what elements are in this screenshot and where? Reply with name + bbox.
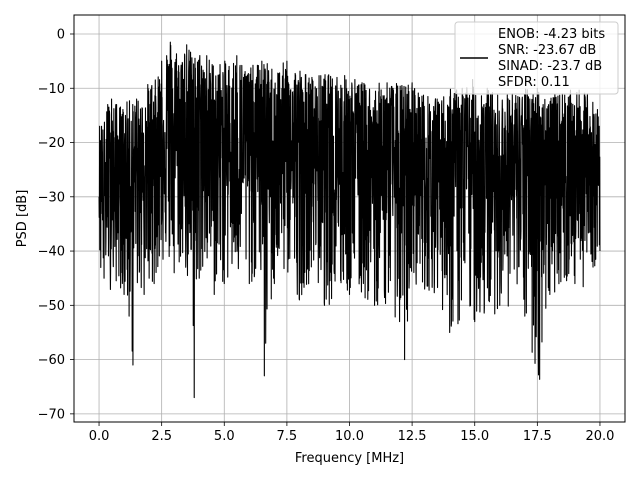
legend-line: SFDR: 0.11 [498,75,570,90]
x-axis-label: Frequency [MHz] [295,451,404,466]
legend-line: SINAD: -23.7 dB [498,59,602,74]
x-tick-label: 15.0 [460,429,489,444]
psd-line [98,41,601,399]
y-axis-label: PSD [dB] [15,190,30,248]
y-tick-label: 0 [57,27,65,42]
y-tick-label: −70 [38,407,65,422]
x-tick-label: 2.5 [151,429,172,444]
legend-label: ENOB: -4.23 bits SNR: -23.67 dB SINAD: -23… [498,27,605,90]
x-tick-label: 10.0 [335,429,364,444]
y-tick-label: −40 [38,245,65,260]
legend-line: SNR: -23.67 dB [498,43,596,58]
legend-line: ENOB: -4.23 bits [498,27,605,42]
y-tick-label: −60 [38,353,65,368]
y-tick-label: −10 [38,82,65,97]
x-tick-label: 12.5 [398,429,427,444]
y-tick-label: −50 [38,299,65,314]
x-tick-label: 7.5 [277,429,298,444]
legend-box [454,21,619,95]
x-tick-label: 20.0 [585,429,614,444]
x-tick-label: 0.0 [89,429,110,444]
axis-ticks: 0.0 2.5 5.0 7.5 10.0 12.5 15.0 17.5 20.0 0 −10 −20 −… [38,27,615,444]
x-tick-label: 5.0 [214,429,235,444]
psd-series [98,41,601,399]
y-tick-label: −20 [38,136,65,151]
x-tick-label: 17.5 [523,429,552,444]
y-tick-label: −30 [38,190,65,205]
legend: ENOB: -4.23 bits SNR: -23.67 dB SINAD: -23… [454,21,619,95]
